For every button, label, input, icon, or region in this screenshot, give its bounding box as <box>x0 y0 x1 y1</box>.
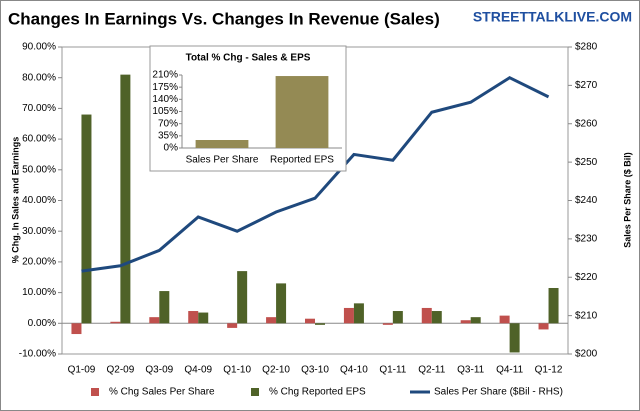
y2-tick-label: $250 <box>575 157 598 168</box>
inset-y-tick-label: 0% <box>164 143 179 154</box>
bar <box>276 283 287 324</box>
inset-bar <box>275 76 329 148</box>
bar <box>149 317 160 324</box>
y-axis-label: % Chg. In Sales and Earnings <box>10 137 20 264</box>
y2-tick-label: $220 <box>575 272 598 283</box>
chart-title: Changes In Earnings Vs. Changes In Reven… <box>8 9 440 28</box>
bar <box>315 323 325 325</box>
bar <box>538 323 549 330</box>
y-tick-label: 70.00% <box>22 103 56 114</box>
y2-tick-label: $280 <box>575 42 598 53</box>
y-tick-label: 90.00% <box>22 42 56 53</box>
inset-title: Total % Chg - Sales & EPS <box>186 53 311 64</box>
y2-tick-label: $230 <box>575 234 598 245</box>
x-tick-label: Q4-11 <box>496 365 523 376</box>
inset-y-tick-label: 140% <box>152 94 178 105</box>
bar <box>198 312 209 324</box>
inset-y-tick-label: 70% <box>158 118 178 129</box>
bar <box>188 311 199 324</box>
x-tick-label: Q3-10 <box>301 365 329 376</box>
bar <box>266 317 277 324</box>
inset-bar <box>195 140 249 148</box>
y2-axis-label: Sales Per Share ($ Bil) <box>622 152 632 248</box>
legend-swatch <box>251 388 259 396</box>
y2-tick-label: $210 <box>575 310 598 321</box>
x-tick-label: Q2-09 <box>106 365 134 376</box>
inset-x-tick-label: Reported EPS <box>270 155 334 166</box>
x-tick-label: Q4-09 <box>184 365 212 376</box>
y-tick-label: 60.00% <box>22 134 56 145</box>
bar <box>343 307 354 324</box>
x-tick-label: Q2-10 <box>262 365 290 376</box>
inset-y-tick-label: 210% <box>152 70 178 81</box>
y2-tick-label: $260 <box>575 118 598 129</box>
bar <box>237 271 248 324</box>
y-tick-label: 10.00% <box>22 287 56 298</box>
inset-y-tick-label: 35% <box>158 130 178 141</box>
bar <box>110 321 121 324</box>
y-tick-label: 50.00% <box>22 164 56 175</box>
y-tick-label: -10.00% <box>19 349 56 360</box>
y2-tick-label: $200 <box>575 349 598 360</box>
bar <box>81 114 92 324</box>
bar <box>499 315 510 324</box>
y-tick-label: 20.00% <box>22 257 56 268</box>
line-series <box>81 75 550 273</box>
bar <box>71 323 82 335</box>
bar <box>120 74 131 324</box>
bar <box>548 287 559 324</box>
bar <box>431 311 442 324</box>
inset-x-tick-label: Sales Per Share <box>186 155 259 166</box>
bar <box>305 318 315 324</box>
inset-y-tick-label: 175% <box>152 82 178 93</box>
bar <box>470 317 481 324</box>
y-tick-label: 40.00% <box>22 195 56 206</box>
legend-label: % Chg Sales Per Share <box>109 387 215 398</box>
x-tick-label: Q1-11 <box>379 365 406 376</box>
legend-label: % Chg Reported EPS <box>269 387 366 398</box>
bar <box>382 323 393 325</box>
y-tick-label: 0.00% <box>28 318 56 329</box>
x-tick-label: Q1-10 <box>223 365 251 376</box>
x-tick-label: Q3-09 <box>145 365 173 376</box>
bar <box>460 320 471 324</box>
bar <box>509 323 520 353</box>
legend-swatch <box>91 388 99 396</box>
x-tick-label: Q4-10 <box>340 365 368 376</box>
bar <box>227 323 238 328</box>
bar <box>392 311 403 324</box>
bar <box>159 291 170 324</box>
legend-label: Sales Per Share ($Bil - RHS) <box>434 387 563 398</box>
y2-tick-label: $270 <box>575 80 598 91</box>
watermark: STREETTALKLIVE.COM <box>473 9 632 25</box>
y-tick-label: 30.00% <box>22 226 56 237</box>
x-tick-label: Q1-12 <box>535 365 563 376</box>
x-tick-label: Q2-11 <box>418 365 445 376</box>
x-tick-label: Q1-09 <box>68 365 96 376</box>
y2-tick-label: $240 <box>575 195 598 206</box>
bar <box>421 307 432 324</box>
y-tick-label: 80.00% <box>22 72 56 83</box>
x-tick-label: Q3-11 <box>457 365 484 376</box>
bar <box>353 303 364 324</box>
inset-y-tick-label: 105% <box>152 106 178 117</box>
